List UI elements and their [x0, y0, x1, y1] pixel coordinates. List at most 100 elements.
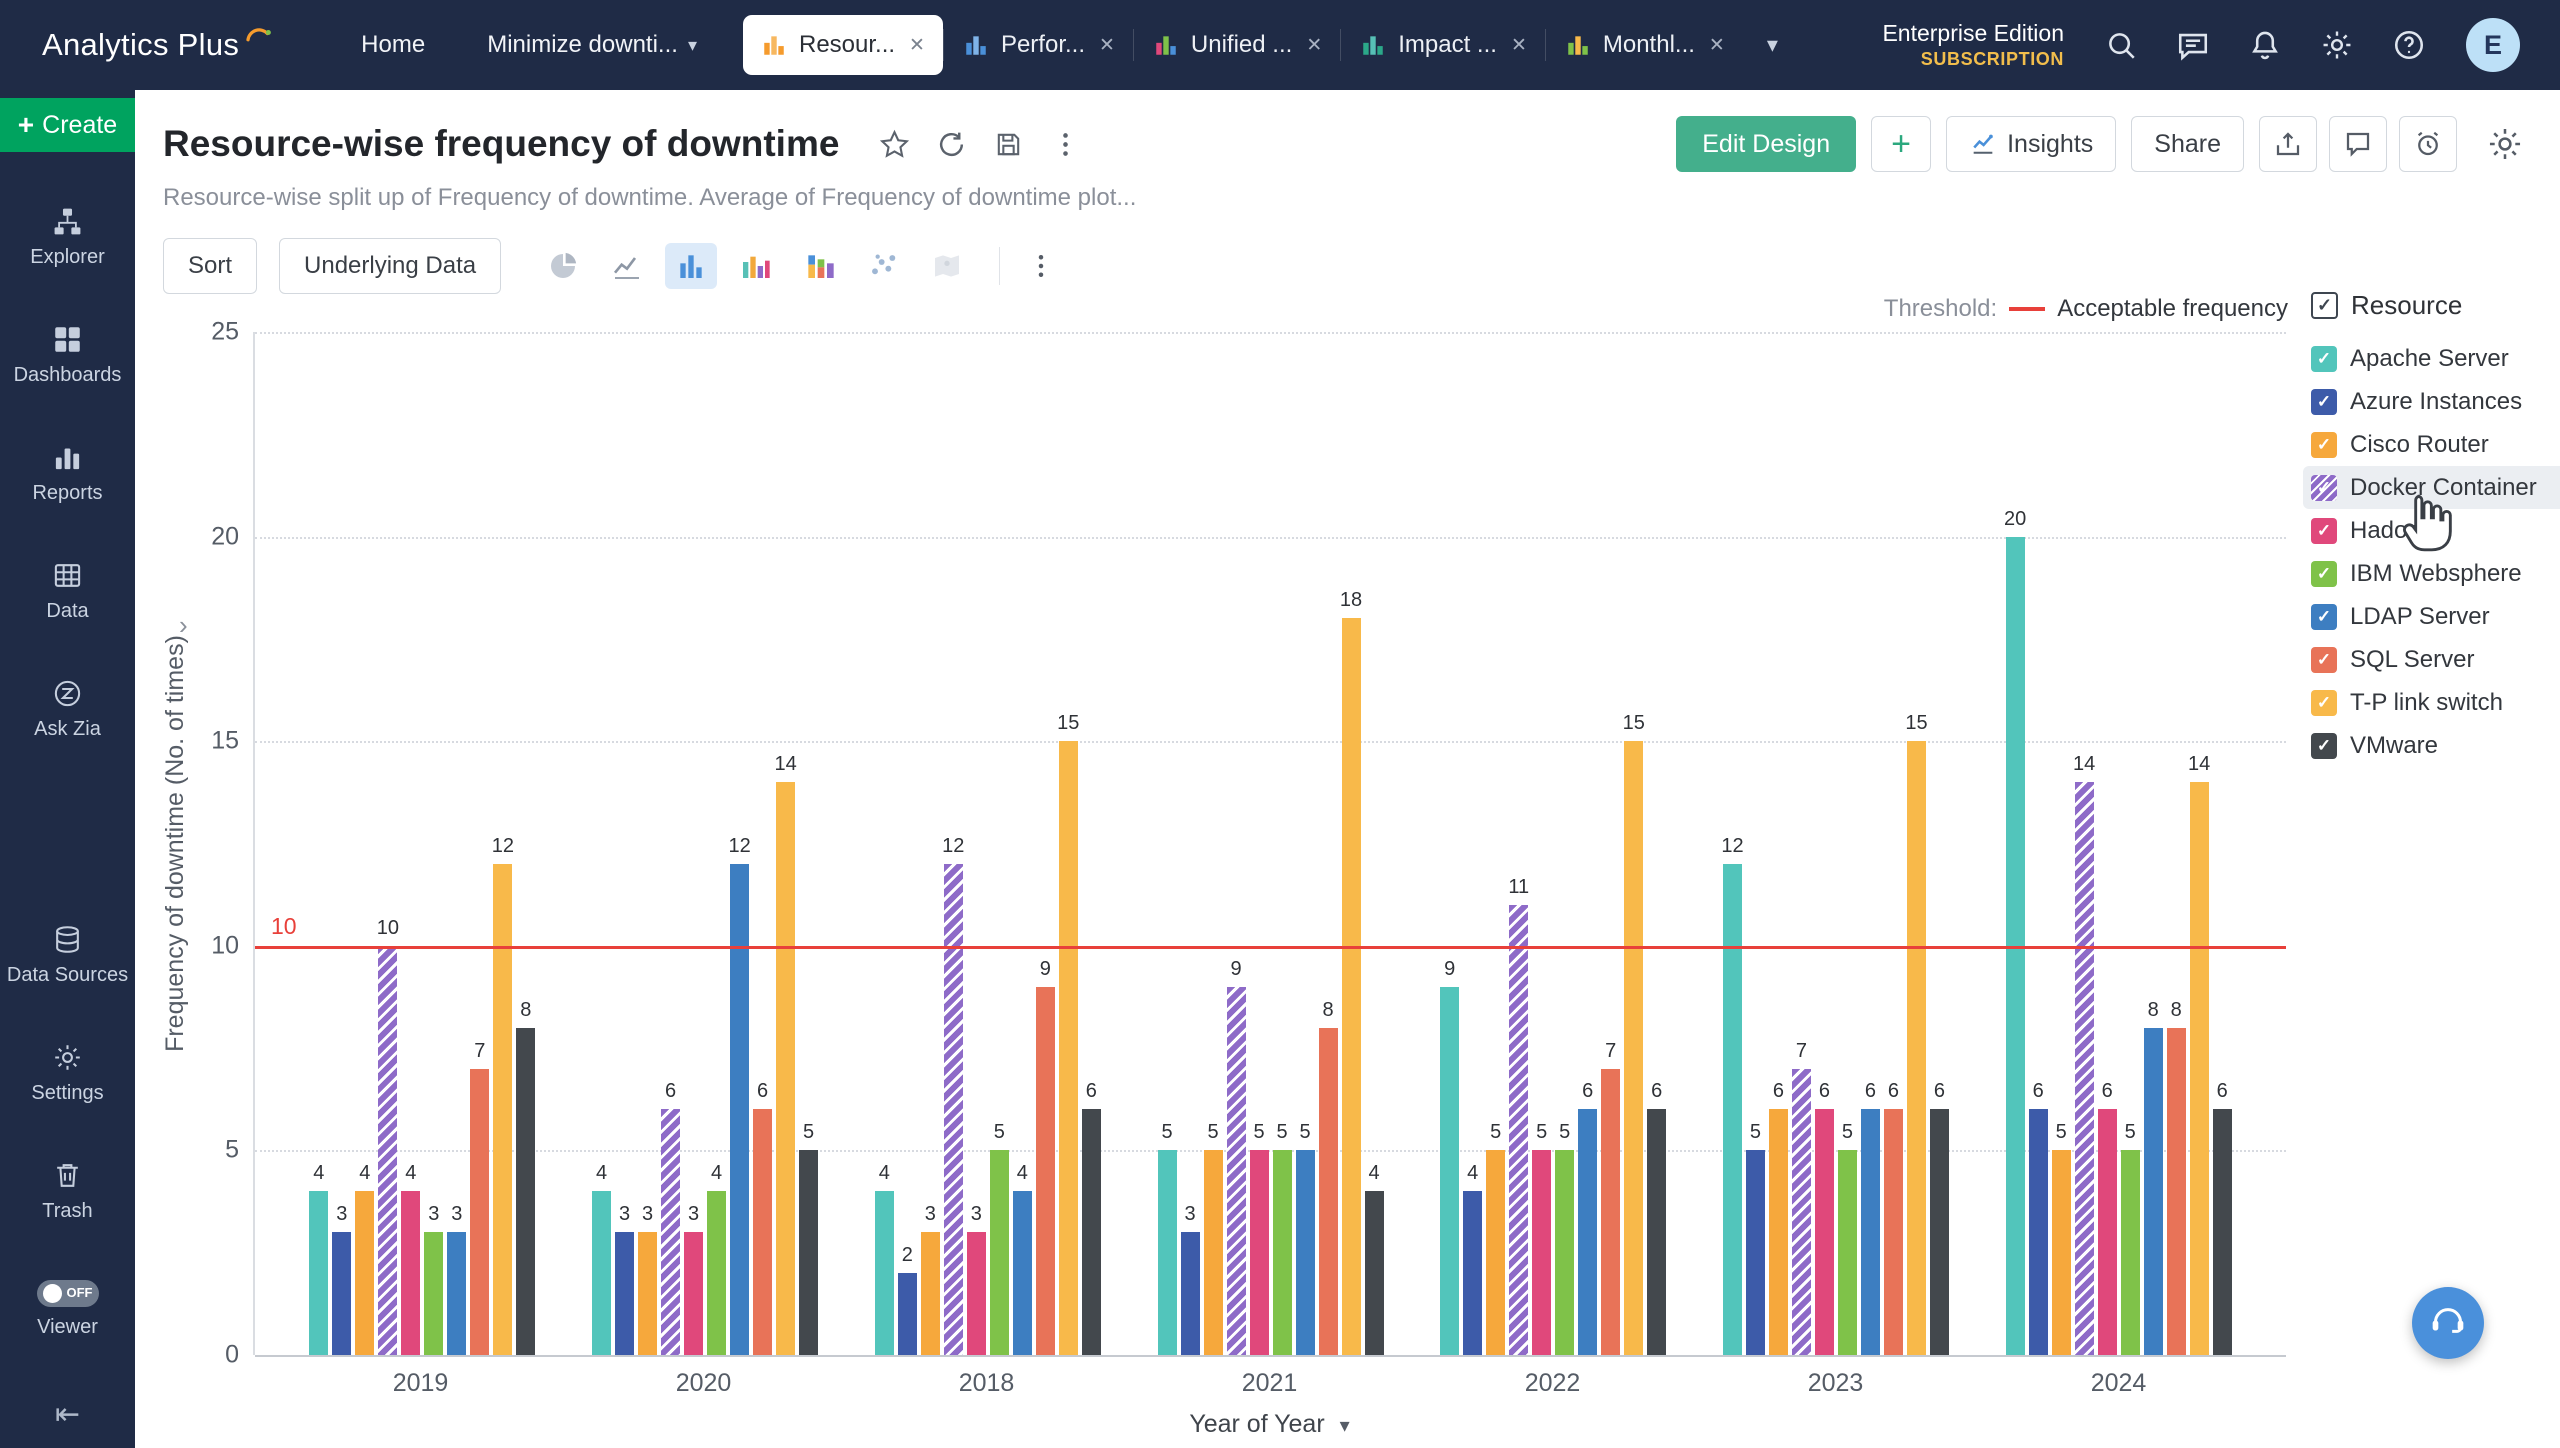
bar-ldap-server[interactable]: 3 [447, 1203, 467, 1355]
viewer-toggle[interactable]: OFF [36, 1279, 99, 1307]
bar-ldap-server[interactable]: 4 [1012, 1162, 1032, 1355]
tab-close-icon[interactable]: ✕ [909, 34, 925, 56]
tab-overflow-chevron[interactable]: ▾ [1766, 32, 1778, 57]
bar-azure-instances[interactable]: 2 [897, 1244, 917, 1355]
bar-vmware[interactable]: 6 [1929, 1080, 1949, 1355]
bar-ldap-server[interactable]: 12 [728, 835, 751, 1355]
bar-cisco-router[interactable]: 4 [355, 1162, 375, 1355]
app-logo[interactable]: Analytics Plus [42, 27, 273, 63]
chat-icon[interactable] [2176, 28, 2210, 62]
sidebar-item-data[interactable]: Data [0, 532, 135, 650]
help-icon[interactable] [2392, 28, 2426, 62]
bar-hadoop[interactable]: 5 [1532, 1121, 1552, 1355]
bar-cisco-router[interactable]: 5 [1486, 1121, 1506, 1355]
legend-checkbox[interactable]: ✓ [2311, 388, 2337, 415]
bar-ibm-websphere[interactable]: 5 [1555, 1121, 1575, 1355]
bar-hadoop[interactable]: 3 [966, 1203, 986, 1355]
report-settings-gear-icon[interactable] [2486, 125, 2524, 163]
bar-sql-server[interactable]: 7 [1601, 1040, 1621, 1355]
bar-vmware[interactable]: 6 [1647, 1080, 1667, 1355]
axis-panel-expander[interactable]: › [179, 610, 188, 640]
bar-apache-server[interactable]: 12 [1721, 835, 1744, 1355]
bar-sql-server[interactable]: 8 [2166, 999, 2186, 1355]
bar-apache-server[interactable]: 4 [592, 1162, 612, 1355]
star-icon[interactable] [879, 129, 910, 160]
legend-checkbox[interactable]: ✓ [2311, 689, 2337, 716]
sidebar-item-data-sources[interactable]: Data Sources [0, 896, 135, 1014]
legend-item-ibm-websphere[interactable]: ✓ IBM Websphere [2303, 552, 2560, 595]
legend-checkbox[interactable]: ✓ [2311, 517, 2337, 544]
nav-home[interactable]: Home [361, 31, 426, 58]
chart-type-scatter-icon[interactable] [857, 243, 909, 289]
bar-apache-server[interactable]: 4 [309, 1162, 329, 1355]
legend-checkbox[interactable]: ✓ [2311, 646, 2337, 673]
bar-cisco-router[interactable]: 3 [920, 1203, 940, 1355]
bar-apache-server[interactable]: 5 [1157, 1121, 1177, 1355]
kebab-icon[interactable] [1050, 129, 1081, 160]
legend-item-ldap-server[interactable]: ✓ LDAP Server [2303, 595, 2560, 638]
bar-ibm-websphere[interactable]: 5 [1837, 1121, 1857, 1355]
bar-vmware[interactable]: 8 [516, 999, 536, 1355]
bar-ldap-server[interactable]: 6 [1860, 1080, 1880, 1355]
legend-checkbox[interactable]: ✓ [2311, 560, 2337, 587]
bar-sql-server[interactable]: 6 [1883, 1080, 1903, 1355]
search-icon[interactable] [2104, 28, 2138, 62]
bar-sql-server[interactable]: 8 [1318, 999, 1338, 1355]
bar-docker-container[interactable]: 11 [1508, 876, 1529, 1355]
tab-close-icon[interactable]: ✕ [1510, 34, 1527, 56]
bar-t-p-link-switch[interactable]: 14 [774, 753, 797, 1355]
bar-vmware[interactable]: 6 [2212, 1080, 2232, 1355]
legend-item-apache-server[interactable]: ✓ Apache Server [2303, 337, 2560, 380]
bar-docker-container[interactable]: 10 [377, 917, 399, 1355]
bar-apache-server[interactable]: 4 [874, 1162, 894, 1355]
user-avatar[interactable]: E [2466, 18, 2520, 72]
share-button[interactable]: Share [2131, 116, 2244, 172]
bar-ibm-websphere[interactable]: 5 [989, 1121, 1009, 1355]
bar-cisco-router[interactable]: 5 [1203, 1121, 1223, 1355]
sidebar-item-ask-zia[interactable]: Ask Zia [0, 650, 135, 768]
gear-icon[interactable] [2320, 28, 2354, 62]
legend-header[interactable]: ✓ Resource [2311, 290, 2560, 321]
tab-close-icon[interactable]: ✕ [1099, 34, 1115, 56]
bar-hadoop[interactable]: 5 [1249, 1121, 1269, 1355]
legend-select-all-checkbox[interactable]: ✓ [2311, 292, 2338, 319]
bar-ldap-server[interactable]: 5 [1295, 1121, 1315, 1355]
refresh-icon[interactable] [936, 129, 967, 160]
comment-button[interactable] [2329, 116, 2387, 172]
bar-azure-instances[interactable]: 5 [1745, 1121, 1765, 1355]
tab-close-icon[interactable]: ✕ [1306, 34, 1323, 56]
bar-t-p-link-switch[interactable]: 15 [1057, 712, 1079, 1355]
bar-cisco-router[interactable]: 5 [2051, 1121, 2071, 1355]
save-icon[interactable] [993, 129, 1024, 160]
bar-vmware[interactable]: 6 [1081, 1080, 1101, 1355]
bar-docker-container[interactable]: 9 [1226, 958, 1246, 1355]
bar-t-p-link-switch[interactable]: 15 [1623, 712, 1645, 1355]
bar-azure-instances[interactable]: 6 [2028, 1080, 2048, 1355]
chart-type-column-icon[interactable] [729, 243, 781, 289]
legend-item-hadoop[interactable]: ✓ Hadoop [2303, 509, 2560, 552]
bar-t-p-link-switch[interactable]: 18 [1340, 589, 1362, 1355]
insights-button[interactable]: Insights [1946, 116, 2117, 172]
chart-type-line-icon[interactable] [601, 243, 653, 289]
bar-ldap-server[interactable]: 8 [2143, 999, 2163, 1355]
legend-item-cisco-router[interactable]: ✓ Cisco Router [2303, 423, 2560, 466]
tab-close-icon[interactable]: ✕ [1708, 34, 1725, 56]
bar-vmware[interactable]: 4 [1364, 1162, 1384, 1355]
chart-options-kebab-icon[interactable] [1026, 251, 1056, 281]
chart-type-bar-icon[interactable] [665, 243, 718, 289]
edit-design-button[interactable]: Edit Design [1676, 116, 1857, 172]
legend-checkbox[interactable]: ✓ [2311, 345, 2337, 372]
bar-cisco-router[interactable]: 3 [638, 1203, 658, 1355]
x-axis-title[interactable]: Year of Year ▾ [253, 1410, 2286, 1439]
legend-item-azure-instances[interactable]: ✓ Azure Instances [2303, 380, 2560, 423]
bar-ibm-websphere[interactable]: 4 [707, 1162, 727, 1355]
sidebar-item-settings[interactable]: Settings [0, 1014, 135, 1132]
sidebar-item-trash[interactable]: Trash [0, 1132, 135, 1250]
legend-checkbox[interactable]: ✓ [2311, 431, 2337, 458]
bar-docker-container[interactable]: 7 [1791, 1040, 1811, 1355]
add-button[interactable]: + [1871, 116, 1932, 172]
export-button[interactable] [2259, 116, 2317, 172]
bar-hadoop[interactable]: 6 [2097, 1080, 2117, 1355]
underlying-data-button[interactable]: Underlying Data [279, 238, 502, 294]
bar-t-p-link-switch[interactable]: 15 [1905, 712, 1928, 1355]
